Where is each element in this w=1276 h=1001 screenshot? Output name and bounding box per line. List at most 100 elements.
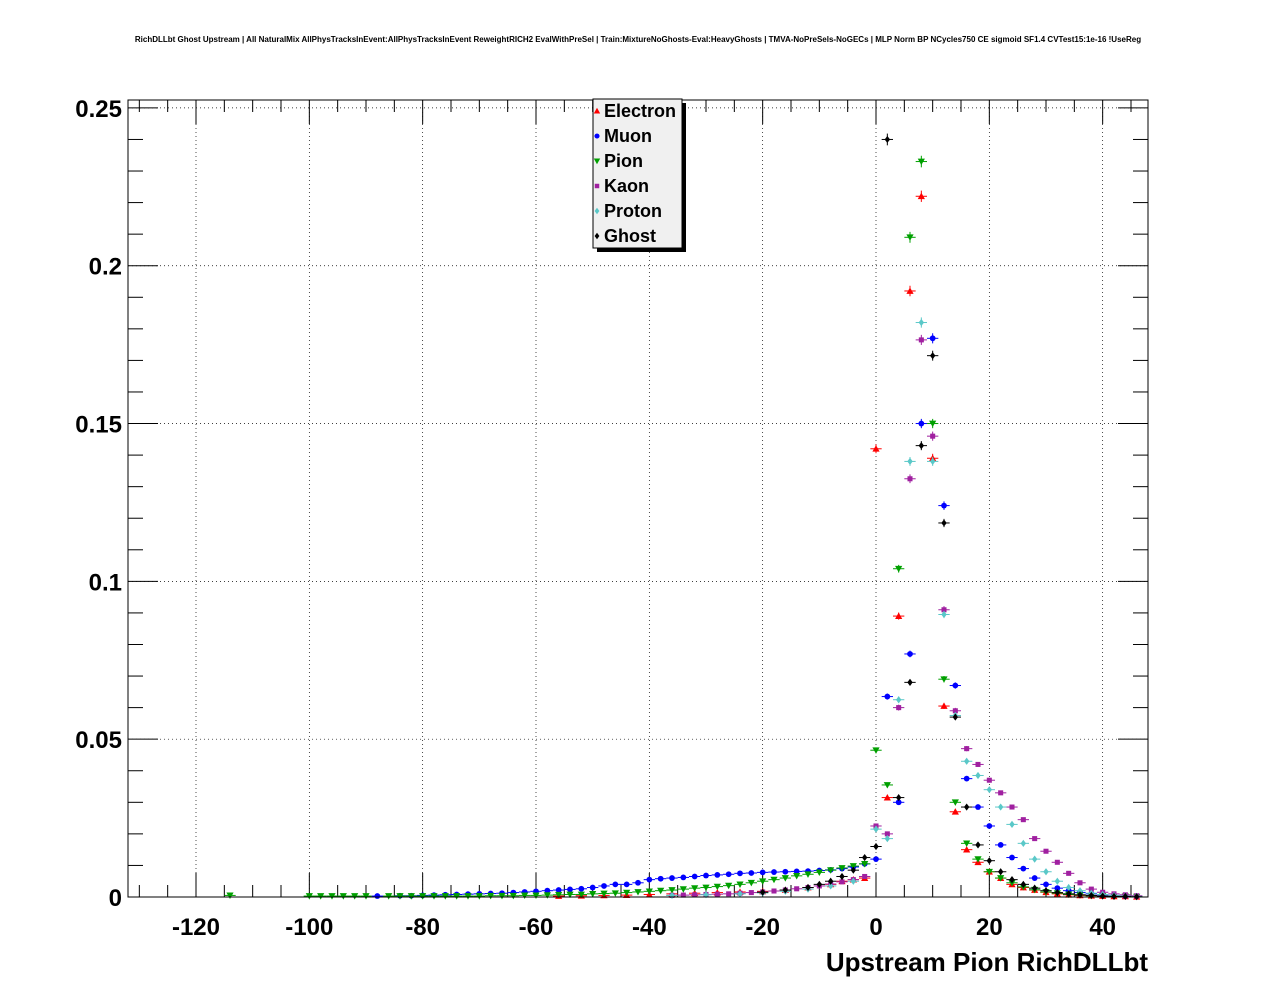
data-point bbox=[804, 871, 812, 878]
data-point bbox=[952, 682, 959, 689]
data-point bbox=[986, 857, 993, 865]
data-point bbox=[645, 888, 653, 895]
data-point bbox=[611, 890, 619, 897]
data-point bbox=[577, 891, 585, 899]
data-point bbox=[794, 886, 800, 892]
data-point bbox=[1111, 892, 1117, 900]
data-point bbox=[635, 879, 641, 886]
data-point bbox=[601, 883, 607, 889]
data-point bbox=[839, 872, 845, 881]
data-point bbox=[567, 886, 573, 893]
data-point bbox=[895, 696, 902, 704]
data-point bbox=[781, 875, 789, 882]
data-point bbox=[612, 881, 619, 888]
legend: Electron Muon Pion Kaon Proton Ghost bbox=[592, 98, 686, 252]
data-point bbox=[815, 869, 823, 876]
grid-layer bbox=[128, 100, 1148, 897]
data-point bbox=[669, 875, 675, 881]
legend-label: Electron bbox=[604, 101, 676, 121]
data-point bbox=[317, 893, 325, 900]
data-point bbox=[975, 761, 981, 767]
data-point bbox=[929, 420, 937, 428]
data-point bbox=[759, 888, 766, 896]
data-point bbox=[850, 866, 857, 874]
data-point bbox=[737, 890, 743, 898]
data-point bbox=[1054, 877, 1061, 885]
legend-marker bbox=[593, 107, 601, 114]
data-point bbox=[726, 891, 732, 897]
y-tick-label: 0.15 bbox=[75, 412, 122, 439]
data-point bbox=[771, 869, 777, 875]
data-point bbox=[884, 693, 891, 700]
data-point bbox=[714, 872, 721, 878]
data-point bbox=[805, 883, 811, 892]
data-point bbox=[453, 893, 461, 900]
data-point bbox=[1077, 887, 1083, 895]
data-point bbox=[1020, 817, 1026, 823]
data-point bbox=[907, 476, 913, 482]
data-point bbox=[907, 651, 913, 657]
data-point bbox=[1065, 883, 1072, 892]
data-point bbox=[1054, 888, 1061, 897]
data-point bbox=[930, 433, 936, 439]
data-point bbox=[771, 888, 777, 894]
legend-box bbox=[592, 98, 683, 249]
data-point bbox=[952, 713, 959, 721]
legend-entry-electron: Electron bbox=[593, 101, 676, 121]
data-point bbox=[941, 502, 947, 509]
data-point bbox=[986, 777, 992, 783]
data-point bbox=[827, 867, 835, 874]
data-point bbox=[918, 442, 925, 450]
data-point bbox=[918, 318, 925, 327]
data-point bbox=[1009, 876, 1015, 884]
data-point bbox=[1031, 875, 1038, 881]
data-point bbox=[1065, 890, 1072, 898]
x-tick-label: -120 bbox=[172, 914, 220, 941]
data-point bbox=[907, 678, 913, 686]
data-point bbox=[873, 842, 879, 851]
data-point bbox=[941, 610, 947, 619]
legend-label: Ghost bbox=[604, 226, 656, 246]
data-point bbox=[884, 835, 891, 843]
data-point bbox=[374, 893, 381, 899]
data-point bbox=[941, 519, 947, 527]
data-point bbox=[737, 870, 743, 877]
data-point bbox=[702, 884, 710, 892]
data-point bbox=[385, 893, 393, 900]
data-point bbox=[1077, 880, 1083, 886]
data-point bbox=[498, 892, 506, 900]
data-point bbox=[1020, 880, 1027, 888]
data-point bbox=[691, 885, 699, 892]
data-point bbox=[578, 885, 585, 892]
data-point bbox=[964, 746, 970, 752]
data-point bbox=[487, 892, 495, 900]
data-point bbox=[918, 420, 925, 427]
data-point bbox=[782, 886, 789, 894]
y-tick-label: 0.2 bbox=[89, 254, 122, 281]
data-point bbox=[555, 887, 562, 893]
data-point bbox=[1009, 854, 1015, 861]
data-point bbox=[940, 702, 948, 709]
data-point bbox=[985, 868, 993, 876]
legend-marker bbox=[594, 232, 600, 240]
data-point bbox=[725, 882, 733, 890]
data-point bbox=[951, 799, 959, 806]
data-point bbox=[873, 856, 879, 863]
data-point bbox=[917, 192, 925, 200]
series-pion bbox=[224, 155, 1143, 901]
x-tick-label: -40 bbox=[632, 914, 667, 941]
x-tick-label: -80 bbox=[405, 914, 440, 941]
data-point bbox=[1009, 804, 1015, 810]
data-point bbox=[1043, 887, 1049, 895]
data-point bbox=[997, 868, 1004, 876]
data-point bbox=[623, 889, 631, 897]
data-point bbox=[543, 892, 551, 899]
data-point bbox=[770, 876, 778, 884]
data-point bbox=[906, 287, 914, 294]
data-point bbox=[509, 892, 517, 900]
x-axis-label: Upstream Pion RichDLLbt bbox=[826, 947, 1148, 977]
data-point bbox=[1066, 870, 1072, 876]
data-point bbox=[362, 893, 370, 900]
data-point bbox=[339, 893, 347, 900]
data-point bbox=[1122, 892, 1129, 900]
